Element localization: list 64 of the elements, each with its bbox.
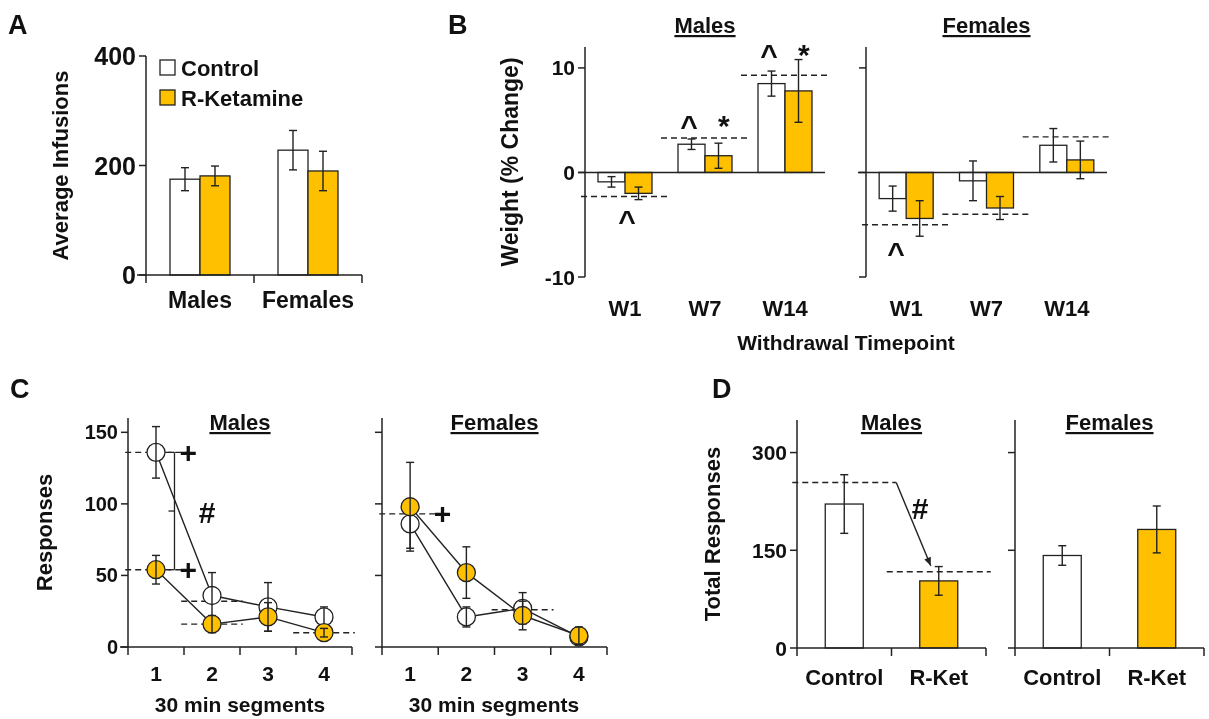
text: C (10, 374, 30, 404)
y-tick-label: 300 (751, 441, 787, 465)
x-tick-label: W7 (970, 296, 1003, 321)
chart-title: Males (209, 410, 271, 435)
x-tick-label: 2 (206, 662, 218, 685)
annotation: + (433, 497, 452, 531)
text: A (8, 10, 28, 40)
y-tick-label: 400 (94, 42, 136, 70)
legend-label: Control (181, 55, 260, 81)
y-axis-title: Total Responses (699, 446, 725, 622)
annotation: ^ * (760, 37, 811, 71)
annotation: # (911, 491, 929, 525)
annotation: ^ (887, 235, 905, 269)
annotation: + (179, 435, 198, 469)
point (456, 562, 477, 583)
y-tick-label: 0 (775, 636, 787, 660)
y-tick-label: 50 (95, 564, 118, 587)
x-tick-label: W14 (1044, 296, 1091, 321)
x-tick-label: 2 (460, 662, 473, 685)
y-tick-label: 100 (84, 492, 118, 515)
annotation: ^ * (680, 108, 731, 142)
annotation: + (179, 553, 198, 587)
y-tick-label: 150 (84, 421, 118, 444)
x-tick-label: R-Ket (909, 665, 969, 690)
chart-title: Females (1065, 410, 1154, 435)
chart-title: Males (674, 13, 736, 38)
text: D (712, 374, 732, 404)
point (512, 605, 533, 626)
chart-title: Females (942, 13, 1031, 38)
y-tick-label: 150 (751, 538, 787, 562)
x-axis-title: Withdrawal Timepoint (737, 331, 955, 354)
y-tick-label: 200 (94, 151, 136, 180)
point (456, 607, 477, 627)
x-tick-label: W14 (762, 296, 809, 321)
x-tick-label: Females (261, 287, 355, 313)
text: B (448, 10, 468, 40)
legend-label: R-Ketamine (181, 85, 304, 111)
x-tick-label: 4 (573, 662, 586, 685)
y-tick-label: 0 (106, 636, 118, 658)
chart-title: Females (450, 410, 539, 435)
y-axis-title: Responses (31, 473, 57, 592)
y-axis-title: Weight (% Change) (497, 57, 523, 267)
x-tick-label: Control (1023, 665, 1102, 690)
x-tick-label: 1 (404, 662, 417, 685)
y-tick-label: 10 (551, 56, 575, 80)
y-tick-label: 0 (563, 160, 575, 184)
x-tick-label: 1 (150, 662, 163, 685)
x-tick-label: R-Ket (1127, 665, 1187, 690)
x-tick-label: W1 (608, 296, 642, 321)
chart-title: Males (860, 410, 923, 435)
y-tick-label: 0 (122, 261, 136, 289)
x-axis-title: 30 min segments (408, 693, 580, 716)
annotation: ^ (618, 203, 636, 237)
x-tick-label: Control (805, 665, 884, 690)
x-tick-label: 3 (262, 662, 274, 685)
y-tick-label: -10 (544, 265, 575, 289)
x-tick-label: 3 (516, 662, 529, 685)
x-tick-label: 4 (318, 662, 331, 685)
y-axis-title: Average Infusions (47, 70, 73, 261)
x-tick-label: W7 (688, 296, 722, 321)
annotation: # (198, 495, 216, 529)
x-axis-title: 30 min segments (154, 693, 326, 716)
x-tick-label: Males (168, 287, 232, 313)
x-tick-label: W1 (889, 296, 923, 321)
